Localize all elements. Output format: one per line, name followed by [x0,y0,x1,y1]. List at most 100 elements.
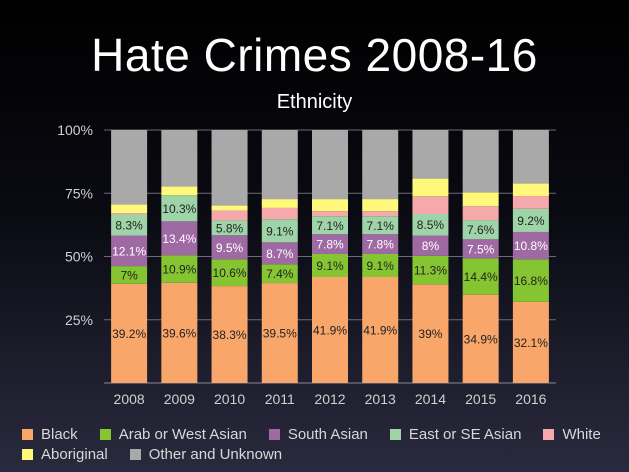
chart-legend: Black Arab or West Asian South Asian Eas… [22,424,622,464]
data-label-arab-or-west-asian-2016: 16.8% [514,274,548,288]
legend-item-other-and-unknown: Other and Unknown [129,445,283,463]
bar-segment-other-and-unknown-2014 [412,130,449,179]
x-tick-label-2013: 2013 [365,391,396,407]
bar-segment-other-and-unknown-2013 [362,130,399,200]
legend-swatch-aboriginal [22,448,33,460]
bar-segment-other-and-unknown-2011 [261,130,298,200]
legend-swatch-east-or-se-asian [389,428,401,440]
bar-segment-arab-or-west-asian-2014 [412,255,449,285]
bar-segment-arab-or-west-asian-2012 [312,253,348,277]
data-label-arab-or-west-asian-2008: 7% [120,268,138,282]
bar-segment-black-2010 [211,286,248,383]
bar-segment-arab-or-west-asian-2011 [261,264,298,284]
data-label-east-or-se-asian-2010: 5.8% [216,221,244,235]
bar-segment-black-2008 [111,283,148,383]
legend-swatch-south-asian [268,428,280,440]
bar-segment-south-asian-2008 [111,235,148,267]
bar-segment-east-or-se-asian-2016 [512,208,549,232]
data-label-black-2015: 34.9% [464,332,498,346]
bar-segment-arab-or-west-asian-2016 [512,259,549,302]
legend-item-aboriginal: Aboriginal [22,446,108,463]
bar-segment-south-asian-2010 [211,235,248,260]
legend-label-east-or-se-asian: East or SE Asian [408,425,522,443]
data-label-east-or-se-asian-2014: 8.5% [417,218,445,232]
x-tick-label-2012: 2012 [314,391,345,407]
bar-segment-south-asian-2013 [362,234,399,254]
bar-segment-black-2013 [362,276,399,383]
legend-item-black: Black [22,426,78,443]
legend-swatch-white [543,428,555,440]
bar-segment-east-or-se-asian-2012 [312,216,348,235]
x-tick-label-2015: 2015 [465,391,496,407]
data-label-south-asian-2016: 10.8% [514,239,548,253]
legend-item-south-asian: South Asian [268,426,368,443]
bar-segment-aboriginal-2016 [512,183,549,197]
bar-segment-black-2012 [312,276,348,383]
legend-label-other-and-unknown: Other and Unknown [148,445,283,463]
data-label-south-asian-2010: 9.5% [216,241,244,255]
data-label-black-2011: 39.5% [263,327,297,341]
bar-segment-south-asian-2012 [312,234,348,254]
bar-segment-white-2008 [111,213,148,215]
bar-segment-white-2011 [261,207,298,220]
legend-swatch-black [22,428,33,440]
legend-label-aboriginal: Aboriginal [41,445,108,463]
data-label-south-asian-2013: 7.8% [367,238,395,252]
data-label-south-asian-2012: 7.8% [316,238,344,252]
bar-segment-aboriginal-2014 [412,178,449,197]
legend-swatch-other-and-unknown [129,448,141,460]
bar-segment-aboriginal-2012 [312,199,348,212]
bar-segment-white-2010 [211,210,248,221]
bar-segment-other-and-unknown-2008 [111,130,148,205]
bar-segment-arab-or-west-asian-2009 [161,255,198,283]
legend-item-white: White [543,426,601,443]
x-tick-label-2016: 2016 [515,391,546,407]
bar-segment-aboriginal-2008 [111,204,148,214]
x-tick-label-2008: 2008 [114,391,145,407]
data-label-arab-or-west-asian-2009: 10.9% [162,263,196,277]
bar-segment-other-and-unknown-2009 [161,130,198,187]
bar-segment-south-asian-2016 [512,231,549,260]
bar-segment-east-or-se-asian-2009 [161,195,198,222]
data-label-arab-or-west-asian-2012: 9.1% [316,259,344,273]
bar-segment-aboriginal-2013 [362,199,399,212]
bar-segment-black-2009 [161,282,198,383]
y-tick-label-50: 50% [65,249,93,265]
bar-segment-east-or-se-asian-2011 [261,219,298,243]
bar-segment-east-or-se-asian-2008 [111,214,148,236]
bar-segment-black-2015 [462,294,499,383]
data-label-east-or-se-asian-2015: 7.6% [467,223,495,237]
bar-segment-south-asian-2009 [161,221,198,256]
chart-subtitle: Ethnicity [276,91,353,113]
chart-title: Hate Crimes 2008-16 [91,29,538,81]
data-label-south-asian-2009: 13.4% [162,232,196,246]
data-label-south-asian-2014: 8% [422,239,440,253]
data-label-arab-or-west-asian-2015: 14.4% [464,270,498,284]
bar-segment-east-or-se-asian-2013 [362,216,399,235]
data-label-east-or-se-asian-2008: 8.3% [115,219,143,233]
data-label-black-2012: 41.9% [313,323,347,337]
data-label-south-asian-2008: 12.1% [112,244,146,258]
data-label-arab-or-west-asian-2014: 11.3% [414,264,447,278]
bar-segment-south-asian-2014 [412,235,449,256]
data-label-black-2010: 38.3% [213,328,247,342]
bar-segment-white-2015 [462,206,499,221]
bar-segment-white-2013 [362,211,399,217]
data-label-east-or-se-asian-2016: 9.2% [517,214,545,228]
data-label-arab-or-west-asian-2013: 9.1% [367,259,395,273]
data-label-black-2008: 39.2% [112,327,146,341]
data-label-south-asian-2015: 7.5% [467,242,495,256]
data-label-arab-or-west-asian-2011: 7.4% [266,267,294,281]
bar-segment-aboriginal-2010 [211,205,248,211]
legend-item-east-or-se-asian: East or SE Asian [389,425,522,443]
bar-segment-aboriginal-2011 [261,199,298,208]
legend-label-black: Black [41,425,78,443]
bar-segment-black-2016 [512,301,549,383]
data-label-black-2013: 41.9% [363,323,397,337]
x-tick-label-2009: 2009 [164,391,195,407]
y-tick-label-25: 25% [65,312,93,328]
x-tick-label-2014: 2014 [415,391,446,407]
bar-segment-aboriginal-2015 [462,192,499,207]
data-label-east-or-se-asian-2012: 7.1% [316,219,344,233]
data-label-south-asian-2011: 8.7% [266,247,294,261]
